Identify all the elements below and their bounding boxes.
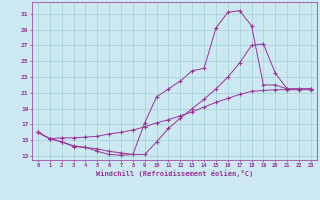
X-axis label: Windchill (Refroidissement éolien,°C): Windchill (Refroidissement éolien,°C) [96, 170, 253, 177]
